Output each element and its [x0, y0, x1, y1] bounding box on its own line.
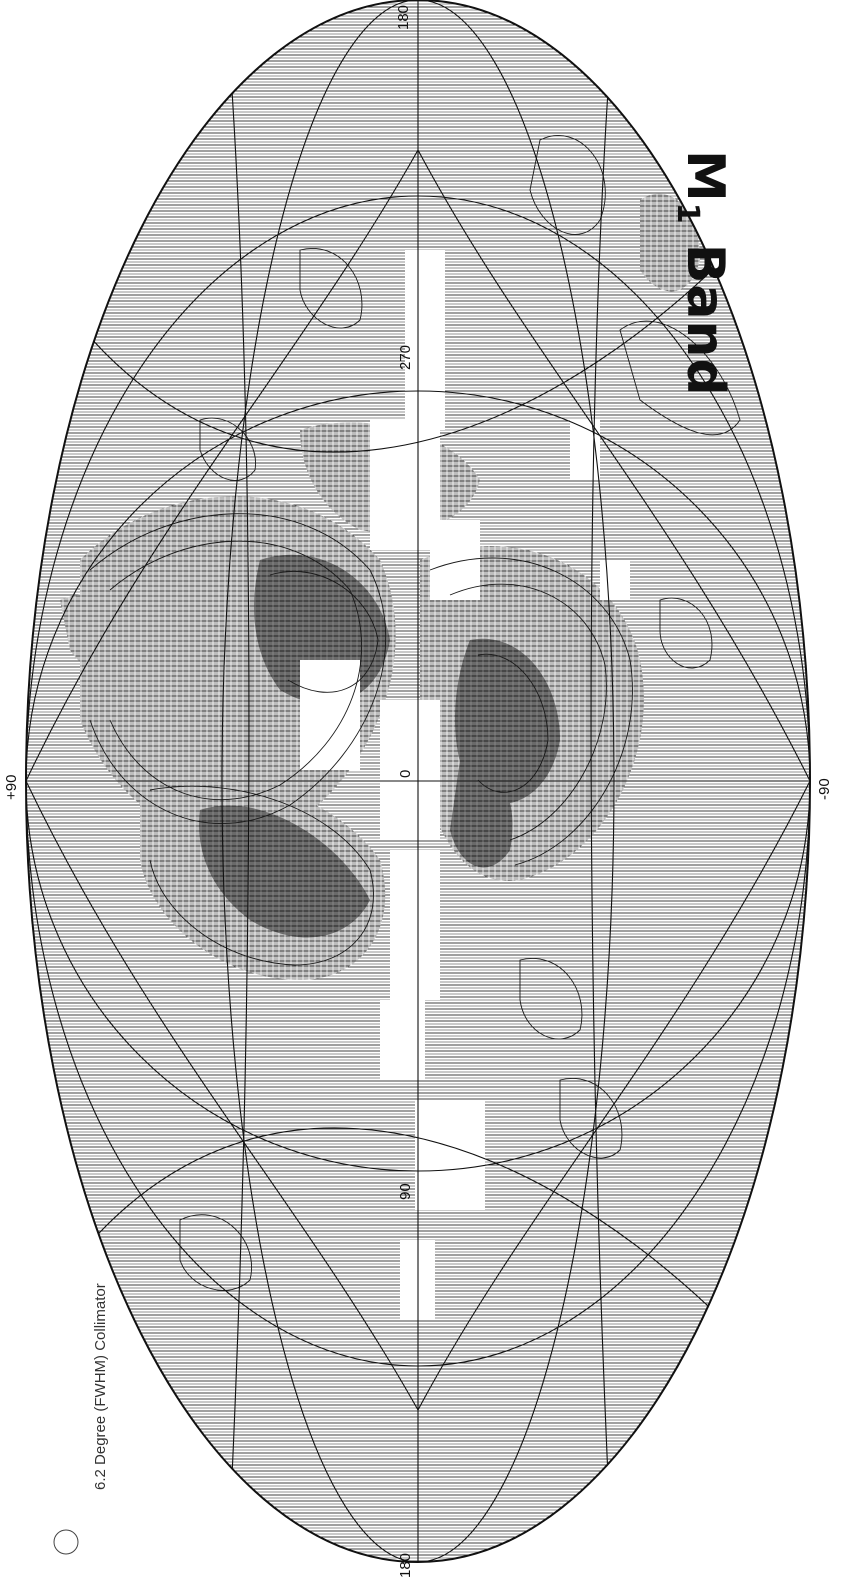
contour-8 — [529, 135, 606, 235]
region-dark-3 — [199, 805, 370, 938]
contour-15 — [519, 958, 583, 1040]
longitude-ring-1 — [221, 0, 615, 1562]
contour-lines — [89, 135, 741, 1291]
tick-plus-90: +90 — [3, 775, 20, 800]
latitude-tick-labels: +90 -90 — [3, 775, 833, 800]
contour-2 — [109, 540, 363, 800]
grid-curve-4 — [590, 59, 611, 1521]
contour-4 — [449, 583, 607, 841]
map-outline — [25, 0, 811, 1563]
contour-5 — [149, 785, 374, 966]
contour-13 — [619, 320, 741, 436]
tick-90: 90 — [397, 1183, 414, 1200]
gap-8 — [415, 1100, 485, 1210]
longitude-ring-2 — [26, 390, 810, 1172]
grid-curve-3 — [229, 59, 250, 1521]
tick-180-bottom: 180 — [397, 1553, 414, 1578]
gap-11 — [600, 560, 630, 600]
region-dark-4 — [450, 760, 513, 868]
collimator-caption: 6.2 Degree (FWHM) Collimator — [92, 1283, 109, 1490]
contour-1 — [89, 513, 387, 824]
region-mid-5 — [60, 593, 150, 679]
band-title-rest: Band — [675, 224, 735, 397]
gap-5 — [380, 700, 440, 840]
galactic-plane-gaps — [300, 250, 630, 1320]
ecliptic-curve-1 — [26, 148, 810, 782]
contour-10 — [179, 1214, 252, 1291]
contour-12 — [299, 248, 363, 329]
band-title-letter: M — [675, 150, 735, 203]
coordinate-grid — [26, 0, 810, 1562]
contour-9 — [659, 597, 713, 669]
longitude-ring-3 — [26, 195, 810, 1367]
grid-curve-2 — [59, 1127, 781, 1381]
tick-0: 0 — [397, 770, 414, 778]
collimator-beam-icon — [53, 1529, 79, 1555]
gap-1 — [405, 250, 445, 430]
gap-2 — [370, 420, 440, 550]
gap-3 — [430, 520, 480, 600]
contour-7 — [477, 653, 549, 793]
tick-minus-90: -90 — [816, 778, 833, 800]
gap-4 — [300, 660, 360, 770]
grid-curve-1 — [59, 199, 781, 453]
contour-3 — [429, 557, 633, 866]
region-mid-6 — [640, 193, 700, 292]
ecliptic-curve-2 — [26, 780, 810, 1412]
band-title-subscript: 1 — [670, 202, 705, 225]
band-title: M1 Band — [670, 150, 735, 397]
tick-270: 270 — [397, 345, 414, 370]
contour-11 — [559, 1078, 623, 1159]
contour-6 — [269, 571, 379, 693]
gap-6 — [390, 850, 440, 1000]
longitude-tick-labels: 180 270 0 90 180 — [395, 5, 414, 1578]
region-dark-2 — [455, 638, 560, 804]
tick-180-top: 180 — [395, 5, 412, 30]
